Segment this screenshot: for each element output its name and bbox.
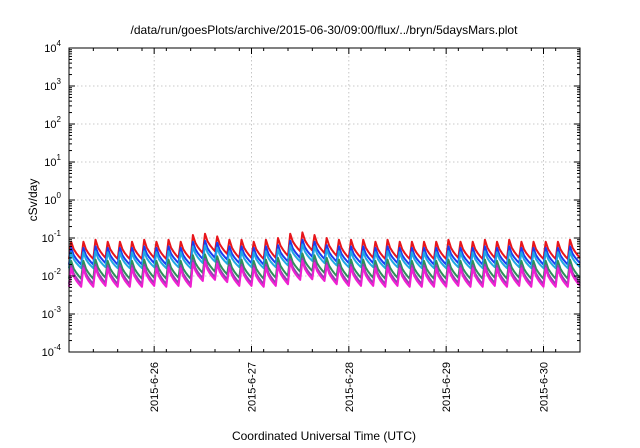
y-tick-label: 100 [44, 191, 61, 207]
y-tick-label: 101 [44, 153, 61, 169]
series-group [68, 231, 581, 288]
grid [69, 47, 580, 353]
y-tick-label: 10-3 [42, 305, 62, 321]
y-tick-label: 102 [44, 115, 61, 131]
series-line-6 [68, 259, 581, 288]
chart-title: /data/run/goesPlots/archive/2015-06-30/0… [131, 23, 519, 37]
x-tick-label: 2015-6-26 [149, 362, 161, 412]
x-tick-label: 2015-6-30 [539, 362, 551, 412]
x-axis-label: Coordinated Universal Time (UTC) [232, 429, 416, 443]
y-axis-label: cSv/day [26, 179, 40, 222]
x-tick-label: 2015-6-27 [247, 362, 259, 412]
y-tick-label: 10-2 [42, 267, 62, 283]
y-tick-label: 10-4 [42, 343, 62, 359]
series-line-3 [68, 243, 581, 270]
y-tick-label: 10-1 [42, 229, 62, 245]
x-tick-label: 2015-6-28 [344, 362, 356, 412]
x-tick-label: 2015-6-29 [441, 362, 453, 412]
x-axis: 2015-6-26 2015-6-27 2015-6-28 2015-6-29 2015… [68, 48, 581, 412]
y-tick-label: 103 [44, 77, 61, 93]
y-axis: 104 103 102 101 100 10-1 10-2 10-3 10-4 [42, 39, 580, 359]
y-tick-label: 104 [44, 39, 61, 55]
